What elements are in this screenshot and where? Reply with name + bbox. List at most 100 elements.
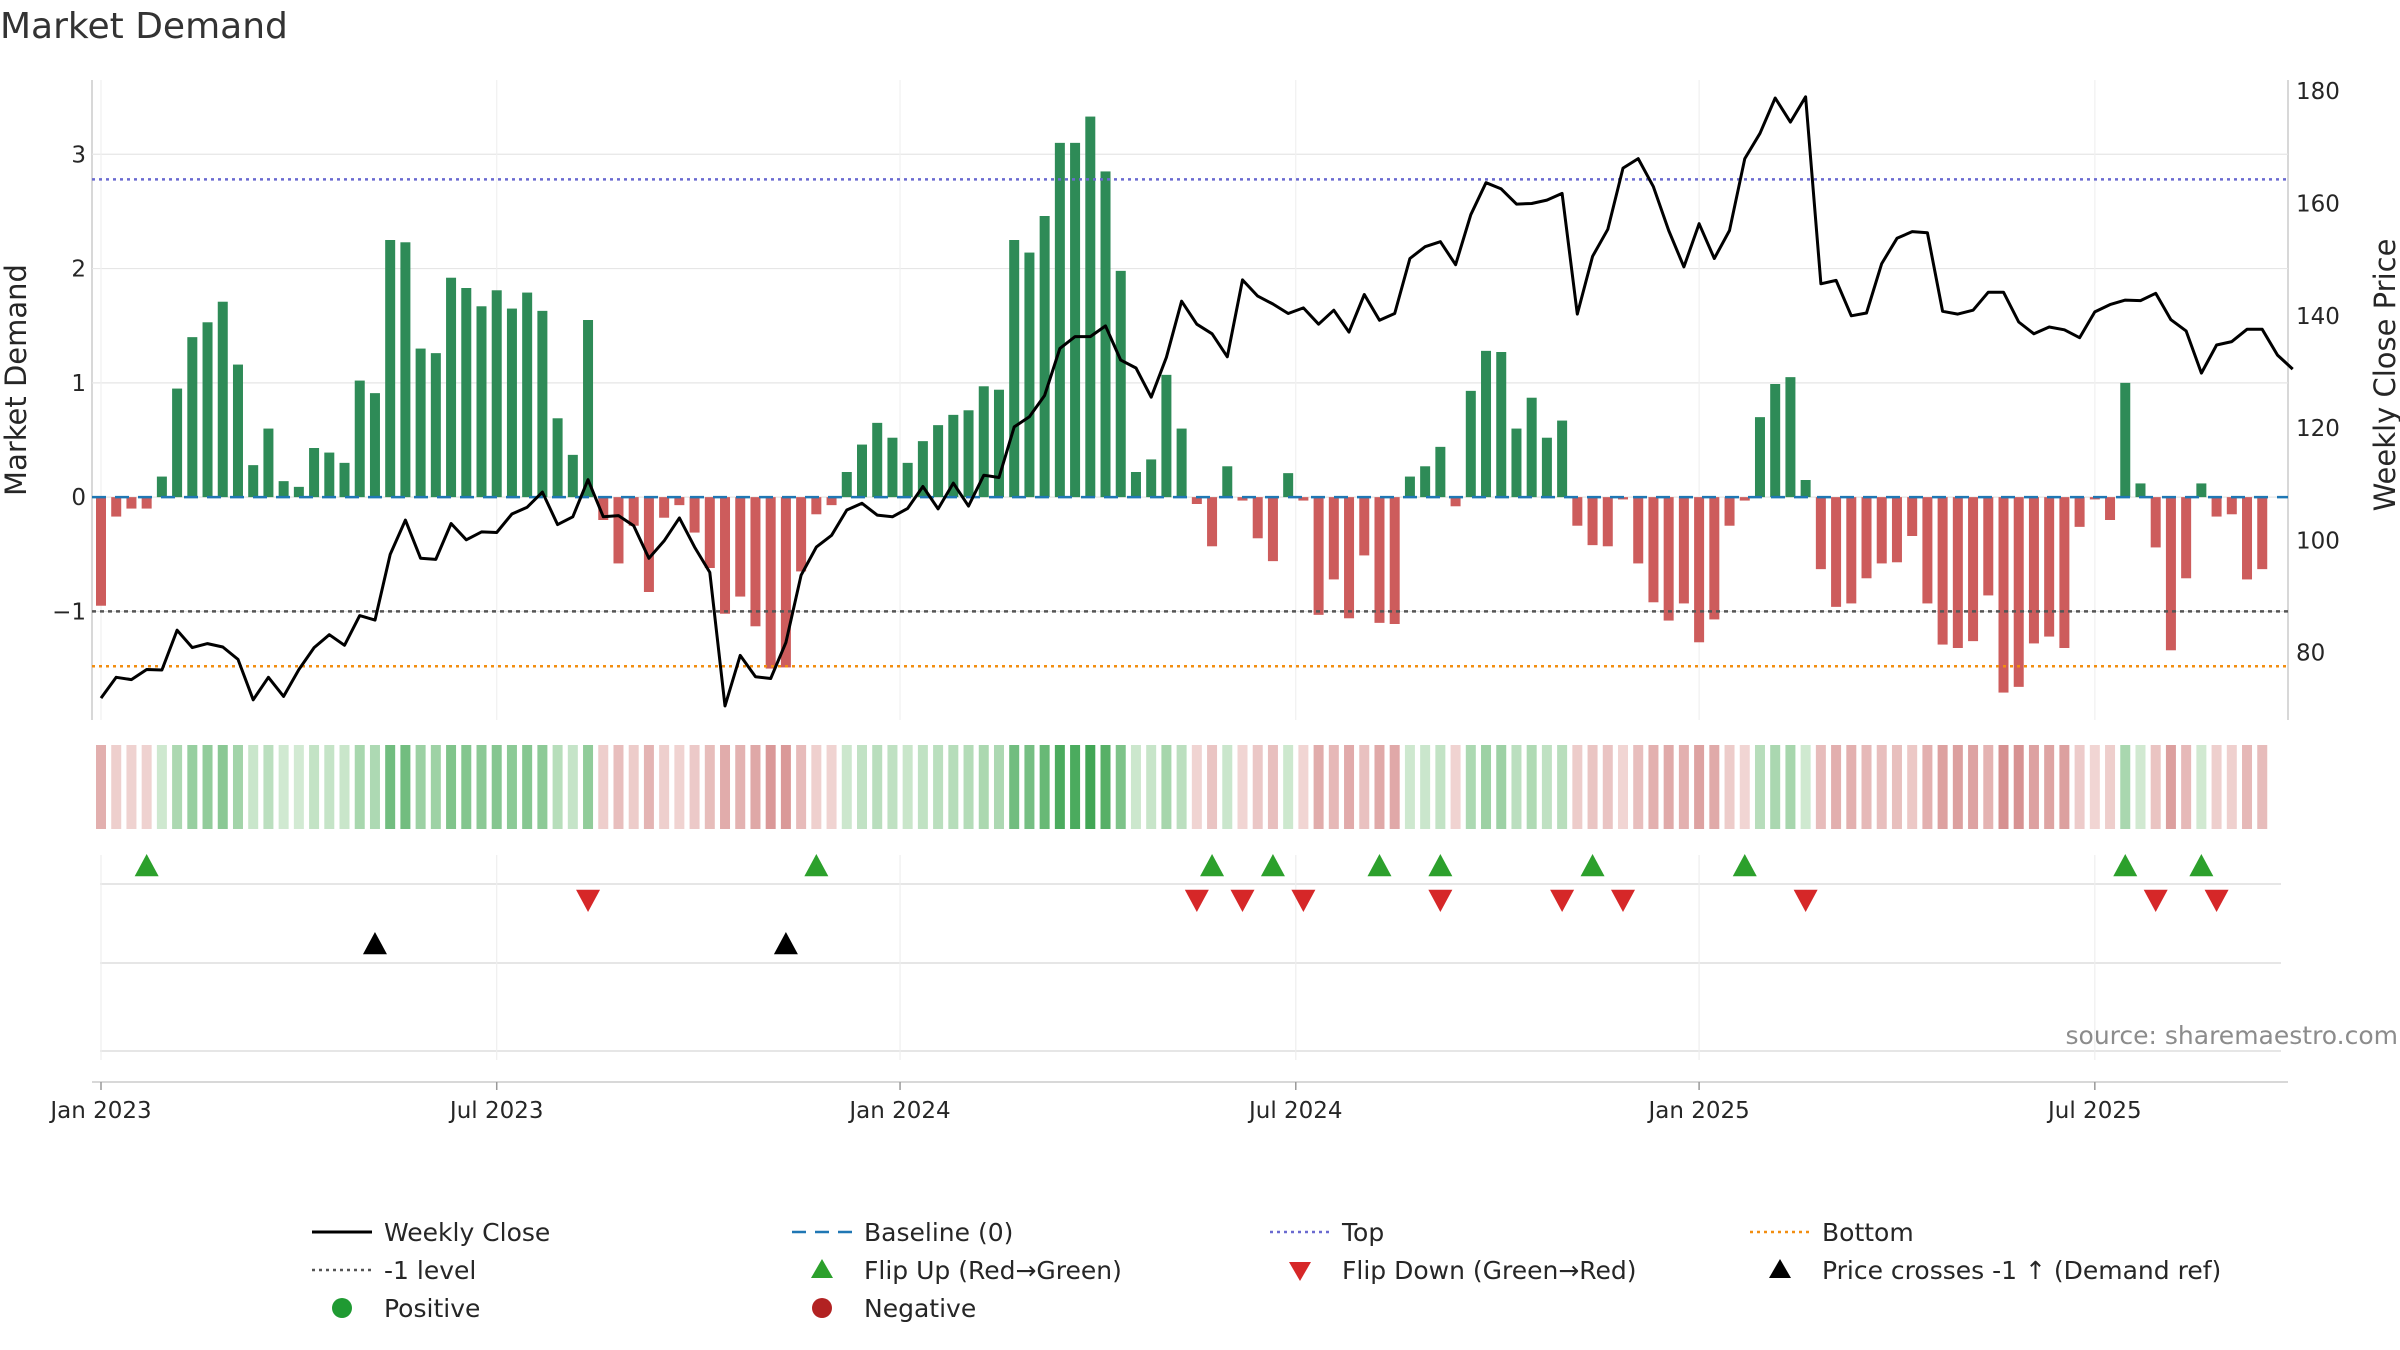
demand-bar-positive bbox=[1054, 142, 1065, 498]
heat-cell bbox=[141, 745, 152, 829]
demand-bar-positive bbox=[1146, 459, 1157, 498]
demand-bar-positive bbox=[993, 389, 1004, 498]
demand-bar-negative bbox=[1983, 497, 1994, 596]
left-tick-label: 1 bbox=[71, 371, 86, 397]
heat-cell bbox=[2242, 745, 2253, 829]
demand-bar-negative bbox=[1891, 497, 1902, 563]
heat-cell bbox=[1252, 745, 1263, 829]
demand-bar-positive bbox=[430, 353, 441, 498]
heat-cell bbox=[826, 745, 837, 829]
demand-bar-negative bbox=[1876, 497, 1887, 564]
demand-bar-positive bbox=[476, 306, 487, 498]
demand-bar-negative bbox=[1328, 497, 1339, 580]
heat-cell bbox=[1267, 745, 1278, 829]
demand-bar-positive bbox=[506, 308, 517, 498]
demand-bar-positive bbox=[415, 348, 426, 498]
heat-cell bbox=[720, 745, 731, 829]
heat-cell bbox=[2120, 745, 2131, 829]
x-axis: Jan 2023 Jul 2023 Jan 2024 Jul 2024 Jan 2025… bbox=[48, 1081, 2288, 1124]
heat-cell bbox=[400, 745, 411, 829]
heat-cell bbox=[598, 745, 609, 829]
demand-bar-positive bbox=[1435, 446, 1446, 498]
heat-cell bbox=[96, 745, 106, 829]
heat-cell bbox=[1526, 745, 1537, 829]
heat-cell bbox=[1359, 745, 1370, 829]
heat-cell bbox=[1815, 745, 1826, 829]
demand-bar-negative bbox=[1952, 497, 1963, 648]
demand-heat-strip bbox=[96, 745, 2268, 829]
demand-bar-positive bbox=[2135, 483, 2146, 498]
demand-bar-positive bbox=[1176, 428, 1187, 498]
demand-bar-positive bbox=[552, 418, 563, 498]
legend-label: Positive bbox=[384, 1294, 480, 1323]
demand-bar-negative bbox=[1648, 497, 1659, 603]
demand-bar-negative bbox=[826, 497, 837, 506]
demand-bar-negative bbox=[598, 497, 609, 520]
demand-bar-positive bbox=[537, 310, 548, 498]
flip-down-marker bbox=[1550, 889, 1575, 912]
heat-cell bbox=[1389, 745, 1400, 829]
heat-cell bbox=[704, 745, 715, 829]
demand-bar-negative bbox=[2105, 497, 2116, 520]
heat-cell bbox=[857, 745, 867, 829]
demand-bar-negative bbox=[796, 497, 807, 572]
demand-bar-negative bbox=[1602, 497, 1613, 547]
heat-cell bbox=[1222, 745, 1233, 829]
legend-label: Flip Down (Green→Red) bbox=[1342, 1256, 1637, 1285]
heat-cell bbox=[461, 745, 472, 829]
heat-cell bbox=[111, 745, 122, 829]
demand-bar-positive bbox=[217, 301, 228, 498]
heat-cell bbox=[1146, 745, 1157, 829]
heat-cell bbox=[2181, 745, 2192, 829]
demand-bar-negative bbox=[1724, 497, 1735, 526]
demand-bar-negative bbox=[1998, 497, 2009, 693]
demand-bar-negative bbox=[613, 497, 624, 564]
demand-bar-positive bbox=[187, 337, 198, 498]
left-tick-label: −1 bbox=[52, 599, 86, 625]
demand-bar-negative bbox=[2044, 497, 2055, 637]
demand-bar-negative bbox=[1359, 497, 1370, 556]
heat-cell bbox=[369, 745, 380, 829]
demand-bar-positive bbox=[1770, 384, 1781, 498]
demand-bar-negative bbox=[720, 497, 731, 614]
left-tick-label: 0 bbox=[71, 485, 86, 511]
demand-bar-positive bbox=[248, 465, 259, 498]
heat-cell bbox=[1161, 745, 1172, 829]
demand-bar-negative bbox=[765, 497, 776, 669]
heat-cell bbox=[659, 745, 670, 829]
legend-swatch-triangle-down bbox=[1289, 1262, 1311, 1281]
demand-bar-positive bbox=[1496, 352, 1507, 498]
heat-cell bbox=[1298, 745, 1309, 829]
demand-bar-negative bbox=[1861, 497, 1872, 579]
heat-cell bbox=[1100, 745, 1111, 829]
heat-cell bbox=[1968, 745, 1979, 829]
flip-down-marker bbox=[1184, 889, 1209, 912]
heat-cell bbox=[2226, 745, 2237, 829]
demand-bar-positive bbox=[1526, 397, 1537, 498]
heat-cell bbox=[2013, 745, 2024, 829]
flip-up-marker bbox=[1260, 854, 1285, 877]
price-cross-marker bbox=[362, 932, 387, 955]
heat-cell bbox=[1952, 745, 1963, 829]
heat-cell bbox=[1435, 745, 1446, 829]
demand-bar-negative bbox=[1267, 497, 1278, 562]
heat-cell bbox=[1739, 745, 1750, 829]
heat-cell bbox=[156, 745, 167, 829]
demand-bar-positive bbox=[887, 437, 898, 498]
heat-cell bbox=[1404, 745, 1415, 829]
heat-cell bbox=[1481, 745, 1492, 829]
demand-bar-negative bbox=[1450, 497, 1461, 507]
demand-bar-negative bbox=[1633, 497, 1644, 564]
demand-bar-positive bbox=[1009, 240, 1020, 498]
demand-bar-positive bbox=[263, 428, 274, 498]
demand-bar-positive bbox=[1130, 472, 1141, 498]
demand-bar-negative bbox=[628, 497, 639, 526]
heat-cell bbox=[796, 745, 807, 829]
heat-cell bbox=[1618, 745, 1628, 829]
demand-bar-negative bbox=[2074, 497, 2085, 527]
heat-cell bbox=[2044, 745, 2055, 829]
heat-cell bbox=[506, 745, 517, 829]
demand-bar-positive bbox=[324, 452, 335, 498]
demand-bar-negative bbox=[750, 497, 761, 627]
heat-cell bbox=[2059, 745, 2070, 829]
